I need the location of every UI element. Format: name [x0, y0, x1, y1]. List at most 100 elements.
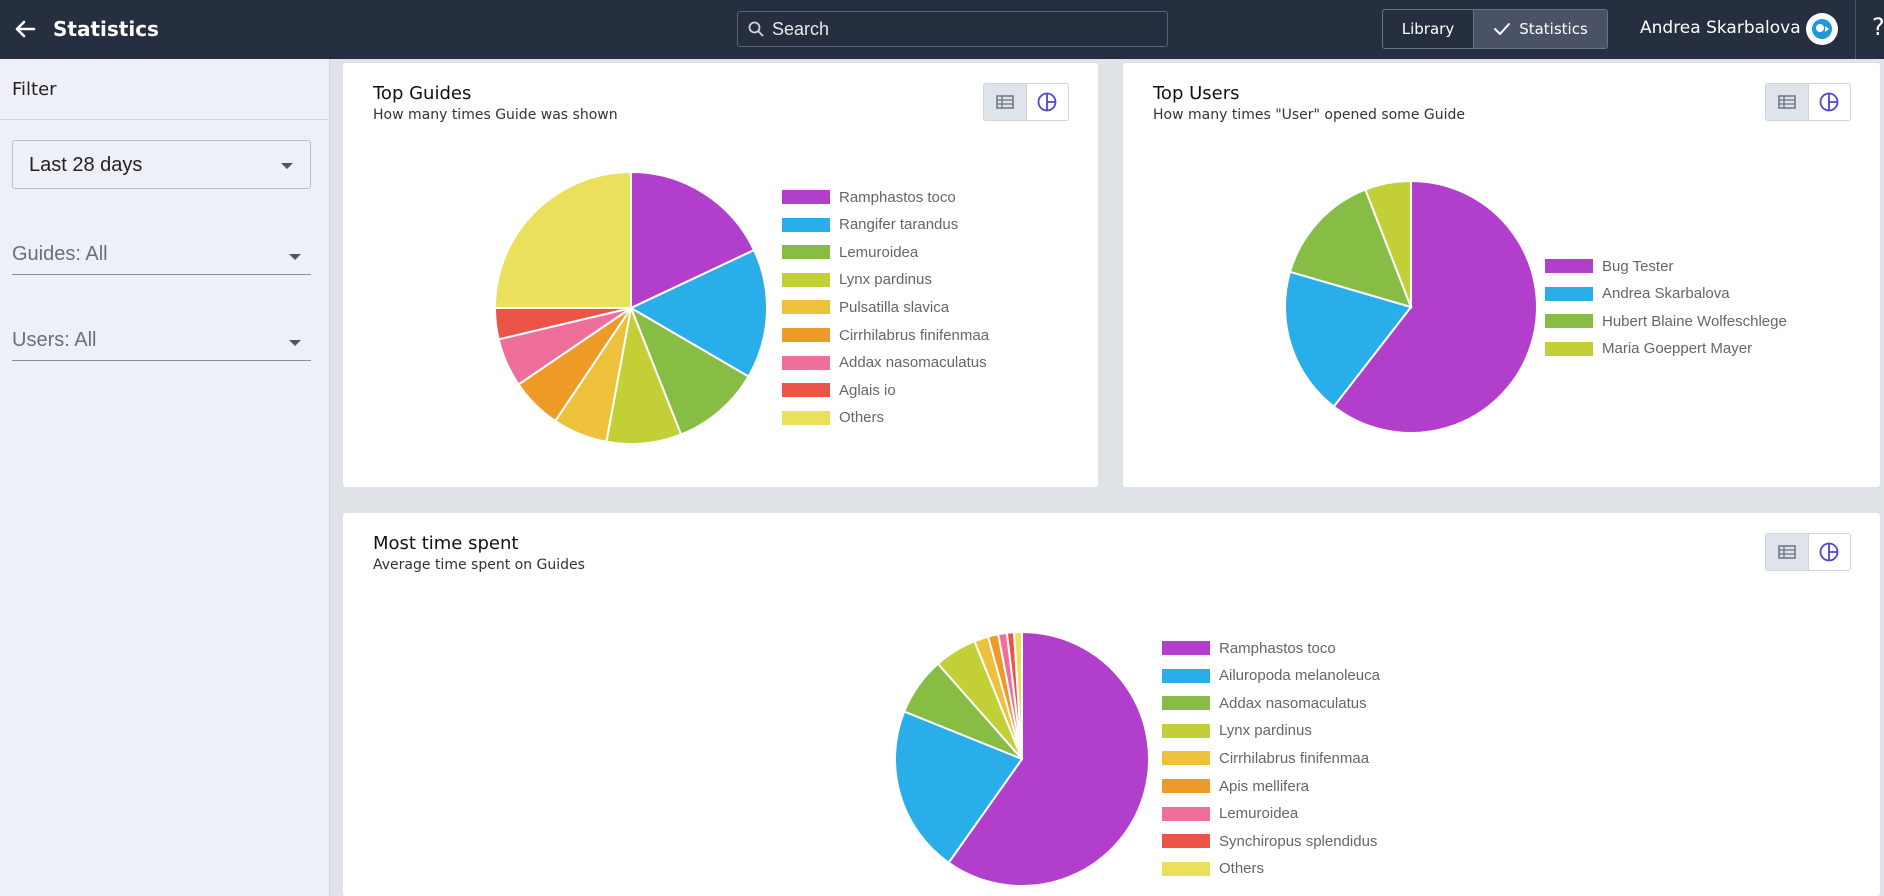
pie-slice[interactable]	[1364, 179, 1412, 308]
legend-item[interactable]: Addax nasomaculatus	[782, 353, 987, 373]
legend-item[interactable]: Rangifer tarandus	[782, 215, 958, 235]
pie-chart-icon	[1820, 542, 1839, 562]
users-select-value: Users: All	[12, 329, 97, 351]
table-view-button[interactable]	[984, 84, 1026, 120]
guides-select-value: Guides: All	[12, 243, 108, 265]
arrow-left-icon	[15, 20, 36, 38]
legend-swatch	[782, 272, 830, 287]
legend-label: Rangifer tarandus	[839, 216, 959, 234]
legend-item[interactable]: Synchiropus splendidus	[1162, 831, 1377, 851]
search-input[interactable]	[772, 14, 1157, 44]
pie-slice[interactable]	[630, 170, 756, 310]
pie-chart-icon	[1038, 92, 1057, 112]
legend-item[interactable]: Others	[782, 408, 884, 428]
view-toggle	[983, 83, 1069, 121]
top-guides-pie	[493, 170, 768, 445]
checkmark-icon	[1494, 23, 1511, 35]
pie-slice[interactable]	[947, 630, 1150, 887]
pie-slice[interactable]	[628, 248, 768, 378]
period-select[interactable]: Last 28 days	[12, 140, 311, 189]
statistics-button[interactable]: Statistics	[1473, 10, 1607, 48]
pie-slice[interactable]	[1284, 270, 1413, 408]
legend-label: Others	[839, 409, 885, 427]
card-title: Top Users	[1153, 83, 1240, 104]
search-icon	[748, 21, 764, 37]
legend-item[interactable]: Pulsatilla slavica	[782, 297, 949, 317]
legend-label: Aglais io	[839, 381, 896, 399]
pie-slice[interactable]	[1332, 179, 1538, 434]
legend-item[interactable]: Ailuropoda melanoleuca	[1162, 666, 1380, 686]
legend-item[interactable]: Ramphastos toco	[1162, 638, 1336, 658]
legend-swatch	[1545, 314, 1593, 329]
legend-swatch	[1162, 668, 1210, 683]
card-subtitle: How many times "User" opened some Guide	[1153, 107, 1465, 123]
pie-slice[interactable]	[1288, 188, 1413, 309]
avatar[interactable]	[1806, 13, 1838, 45]
chart-view-button[interactable]	[1025, 84, 1068, 120]
back-button[interactable]	[10, 14, 40, 44]
legend-item[interactable]: Lynx pardinus	[782, 270, 932, 290]
legend-item[interactable]: Others	[1162, 859, 1264, 879]
top-users-card: Top Users How many times "User" opened s…	[1123, 63, 1880, 487]
search-box[interactable]	[737, 11, 1168, 47]
legend-label: Cirrhilabrus finifenmaa	[1219, 749, 1370, 767]
statistics-label: Statistics	[1519, 20, 1588, 38]
user-name[interactable]: Andrea Skarbalova	[1640, 18, 1801, 38]
pie-chart-icon	[1820, 92, 1839, 112]
view-switcher: Library Statistics	[1382, 9, 1608, 49]
most-time-pie	[894, 630, 1150, 887]
legend-label: Ramphastos toco	[839, 188, 956, 206]
legend-item[interactable]: Lemuroidea	[1162, 804, 1298, 824]
users-select[interactable]: Users: All	[12, 321, 311, 361]
table-icon	[1778, 95, 1796, 109]
legend-swatch	[1162, 723, 1210, 738]
legend-swatch	[782, 328, 830, 342]
legend-item[interactable]: Andrea Skarbalova	[1545, 284, 1730, 304]
legend-label: Maria Goeppert Mayer	[1602, 340, 1753, 356]
filter-title: Filter	[12, 79, 57, 100]
legend-label: Cirrhilabrus finifenmaa	[839, 326, 990, 344]
chevron-down-icon	[281, 163, 293, 169]
legend-swatch	[1162, 779, 1210, 793]
view-toggle	[1765, 533, 1851, 571]
user-avatar-icon	[1812, 19, 1832, 39]
help-button[interactable]: ?	[1872, 13, 1884, 41]
pie-slice[interactable]	[894, 710, 1024, 865]
top-guides-card: Top Guides How many times Guide was show…	[343, 63, 1098, 487]
legend-label: Andrea Skarbalova	[1602, 285, 1730, 303]
legend-swatch	[782, 217, 830, 232]
legend-item[interactable]: Hubert Blaine Wolfeschlegel	[1545, 311, 1787, 331]
top-users-pie	[1284, 179, 1538, 434]
legend-item[interactable]: Addax nasomaculatus	[1162, 693, 1367, 713]
table-icon	[1778, 545, 1796, 559]
legend-item[interactable]: Apis mellifera	[1162, 776, 1309, 796]
legend-swatch	[782, 383, 830, 398]
chevron-down-icon	[289, 340, 301, 346]
table-view-button[interactable]	[1766, 84, 1808, 120]
pie-slice[interactable]	[493, 170, 632, 309]
top-bar: Statistics Library Statistics Andrea Ska…	[0, 0, 1884, 59]
legend-label: Ailuropoda melanoleuca	[1219, 667, 1380, 685]
legend-swatch	[1545, 286, 1593, 301]
chart-view-button[interactable]	[1807, 84, 1850, 120]
legend-item[interactable]: Maria Goeppert Mayer	[1545, 339, 1752, 356]
legend-item[interactable]: Lemuroidea	[782, 242, 918, 262]
pie-slice[interactable]	[629, 305, 750, 436]
pie-slice[interactable]	[1012, 630, 1023, 760]
legend-item[interactable]: Bug Tester	[1545, 256, 1673, 276]
view-toggle	[1765, 83, 1851, 121]
card-subtitle: How many times Guide was shown	[373, 107, 618, 123]
library-button[interactable]: Library	[1383, 10, 1473, 48]
legend-item[interactable]: Ramphastos toco	[782, 187, 956, 207]
legend-item[interactable]: Lynx pardinus	[1162, 721, 1312, 741]
legend-item[interactable]: Cirrhilabrus finifenmaa	[782, 325, 989, 345]
period-select-value: Last 28 days	[29, 154, 143, 176]
chevron-down-icon	[289, 254, 301, 260]
chart-view-button[interactable]	[1807, 534, 1850, 570]
legend-item[interactable]: Aglais io	[782, 380, 896, 400]
table-view-button[interactable]	[1766, 534, 1808, 570]
legend-swatch	[782, 245, 830, 260]
guides-select[interactable]: Guides: All	[12, 235, 311, 275]
filter-sidebar: Filter Last 28 days Guides: All Users: A…	[0, 59, 330, 896]
legend-item[interactable]: Cirrhilabrus finifenmaa	[1162, 748, 1369, 768]
